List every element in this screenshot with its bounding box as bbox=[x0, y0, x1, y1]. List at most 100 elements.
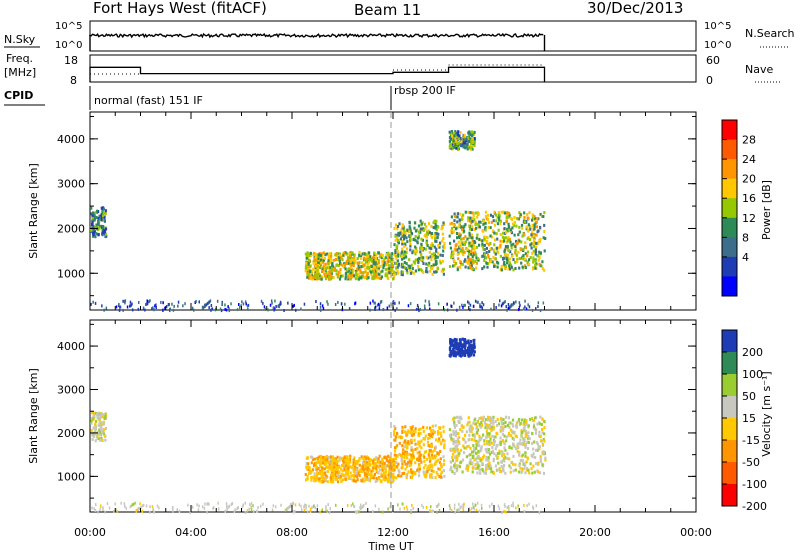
data-cell bbox=[91, 231, 95, 235]
data-cell bbox=[495, 219, 498, 223]
data-cell bbox=[467, 252, 471, 256]
data-cell bbox=[346, 269, 349, 273]
data-cell bbox=[513, 233, 516, 237]
data-cell bbox=[460, 225, 463, 229]
data-cell bbox=[305, 461, 308, 465]
data-cell bbox=[100, 427, 103, 431]
data-cell bbox=[377, 465, 380, 469]
data-cell bbox=[472, 214, 475, 218]
data-cell bbox=[498, 216, 501, 220]
data-cell bbox=[473, 438, 476, 442]
data-cell bbox=[367, 260, 371, 264]
data-cell bbox=[384, 256, 387, 260]
data-cell bbox=[449, 342, 452, 345]
data-cell bbox=[331, 262, 334, 265]
data-cell bbox=[324, 457, 327, 461]
data-cell bbox=[406, 271, 409, 275]
data-cell bbox=[322, 456, 325, 459]
data-cell bbox=[414, 461, 417, 465]
velocity-data bbox=[90, 337, 547, 515]
data-cell bbox=[504, 448, 507, 452]
data-cell bbox=[541, 463, 544, 467]
data-cell bbox=[400, 251, 403, 255]
data-cell bbox=[358, 458, 361, 462]
ground-scatter-cell bbox=[388, 304, 390, 308]
data-cell bbox=[431, 432, 435, 436]
data-cell bbox=[494, 252, 497, 256]
data-cell bbox=[404, 452, 407, 456]
data-cell bbox=[308, 472, 311, 475]
ground-scatter-cell bbox=[352, 502, 354, 506]
data-cell bbox=[335, 457, 338, 461]
data-cell bbox=[481, 239, 484, 243]
ground-scatter-cell bbox=[279, 300, 282, 304]
data-cell bbox=[421, 257, 424, 261]
ground-scatter-cell bbox=[140, 505, 142, 509]
data-cell bbox=[531, 441, 534, 445]
data-cell bbox=[433, 245, 436, 249]
data-cell bbox=[341, 478, 344, 482]
data-cell bbox=[346, 252, 349, 256]
ground-scatter-cell bbox=[372, 299, 374, 303]
ground-scatter-cell bbox=[479, 305, 481, 309]
data-cell bbox=[333, 266, 337, 270]
data-cell bbox=[481, 244, 484, 248]
plot-title: Fort Hays West (fitACF) bbox=[93, 0, 267, 17]
data-cell bbox=[459, 243, 462, 247]
y-tick-label: 3000 bbox=[57, 384, 85, 397]
data-cell bbox=[340, 467, 343, 471]
data-cell bbox=[485, 423, 488, 427]
data-cell bbox=[386, 267, 389, 271]
data-cell bbox=[506, 261, 509, 265]
data-cell bbox=[473, 244, 476, 248]
ground-scatter-cell bbox=[319, 305, 322, 309]
data-cell bbox=[464, 440, 467, 444]
data-cell bbox=[361, 464, 364, 468]
data-cell bbox=[309, 251, 312, 255]
data-cell bbox=[397, 262, 400, 266]
ground-scatter-cell bbox=[344, 302, 346, 306]
colorbar-tick-label: 100 bbox=[742, 368, 763, 381]
data-cell bbox=[472, 345, 475, 349]
data-cell bbox=[474, 422, 478, 426]
data-cell bbox=[387, 462, 390, 466]
nsky-tick-bottom: 10^0 bbox=[55, 40, 82, 51]
data-cell bbox=[412, 249, 415, 253]
data-cell bbox=[348, 267, 351, 271]
ground-scatter-cell bbox=[490, 307, 492, 311]
data-cell bbox=[460, 237, 463, 241]
ground-scatter-cell bbox=[294, 509, 296, 513]
data-cell bbox=[403, 244, 406, 248]
data-cell bbox=[528, 471, 531, 475]
ground-scatter-cell bbox=[462, 508, 465, 512]
data-cell bbox=[98, 216, 101, 220]
ground-scatter-cell bbox=[273, 308, 275, 312]
data-cell bbox=[323, 467, 326, 471]
ground-scatter-cell bbox=[438, 508, 441, 512]
data-cell bbox=[330, 254, 333, 258]
ground-scatter-cell bbox=[292, 304, 294, 308]
data-cell bbox=[349, 260, 352, 264]
ground-scatter-cell bbox=[374, 308, 376, 311]
data-cell bbox=[420, 258, 423, 262]
ground-scatter-cell bbox=[286, 507, 289, 511]
data-cell bbox=[486, 253, 490, 257]
data-cell bbox=[489, 418, 492, 422]
data-cell bbox=[442, 462, 446, 466]
data-cell bbox=[503, 248, 506, 252]
data-cell bbox=[532, 241, 535, 245]
data-cell bbox=[474, 457, 477, 461]
data-cell bbox=[427, 437, 430, 441]
data-cell bbox=[461, 346, 464, 349]
data-cell bbox=[101, 233, 104, 237]
data-cell bbox=[414, 442, 417, 446]
data-cell bbox=[465, 144, 468, 148]
data-cell bbox=[502, 262, 506, 266]
ground-scatter-cell bbox=[169, 307, 172, 311]
data-cell bbox=[493, 435, 496, 439]
ground-scatter-cell bbox=[479, 303, 481, 307]
data-cell bbox=[487, 458, 490, 462]
ground-scatter-cell bbox=[450, 304, 453, 308]
data-cell bbox=[507, 416, 510, 420]
data-cell bbox=[400, 257, 404, 261]
